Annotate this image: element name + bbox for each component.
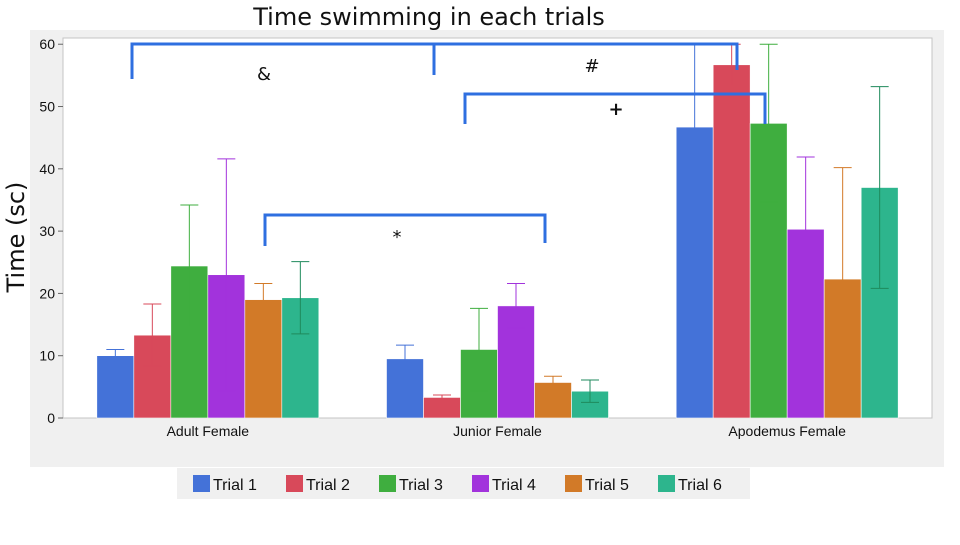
legend-label: Trial 2 — [306, 477, 350, 494]
legend-box — [177, 468, 750, 499]
significance-symbol: + — [608, 99, 623, 120]
bracket-junior-apodemus — [463, 92, 767, 124]
legend-swatch — [286, 475, 303, 492]
category-label: Junior Female — [453, 423, 542, 439]
y-tick-label: 10 — [39, 348, 55, 364]
category-label: Adult Female — [167, 423, 250, 439]
legend-label: Trial 3 — [399, 477, 443, 494]
bar — [423, 397, 461, 419]
bar — [244, 299, 283, 419]
legend-swatch — [193, 475, 210, 492]
significance-symbol: # — [584, 56, 599, 77]
category-labels: Adult Female Junior Female Apodemus Female — [167, 423, 847, 439]
y-axis-label: Time (sc) — [2, 182, 30, 294]
y-tick-label: 60 — [39, 36, 55, 52]
category-label: Apodemus Female — [728, 423, 846, 439]
bar — [712, 64, 751, 419]
legend-label: Trial 5 — [585, 477, 629, 494]
bracket-adult-junior — [263, 213, 547, 246]
y-tick-label: 0 — [47, 410, 55, 426]
legend-swatch — [565, 475, 582, 492]
legend-swatch — [658, 475, 675, 492]
legend-label: Trial 4 — [492, 477, 536, 494]
y-tick-label: 20 — [39, 285, 55, 301]
y-tick-label: 30 — [39, 223, 55, 239]
legend: Trial 1 Trial 2 Trial 3 Trial 4 Trial 5 Trial… — [193, 475, 722, 494]
error-bars-group — [106, 43, 889, 403]
legend-label: Trial 6 — [678, 477, 722, 494]
legend-swatch — [379, 475, 396, 492]
significance-brackets: & # + * — [130, 42, 767, 248]
significance-symbol: * — [393, 227, 402, 248]
significance-symbol: & — [257, 64, 271, 85]
y-tick-label: 40 — [39, 161, 55, 177]
y-axis-ticks: 0 10 20 30 40 50 60 — [39, 36, 63, 426]
chart-title: Time swimming in each trials — [252, 3, 605, 31]
bar — [96, 355, 135, 419]
legend-label: Trial 1 — [213, 477, 257, 494]
y-tick-label: 50 — [39, 99, 55, 115]
legend-swatch — [472, 475, 489, 492]
